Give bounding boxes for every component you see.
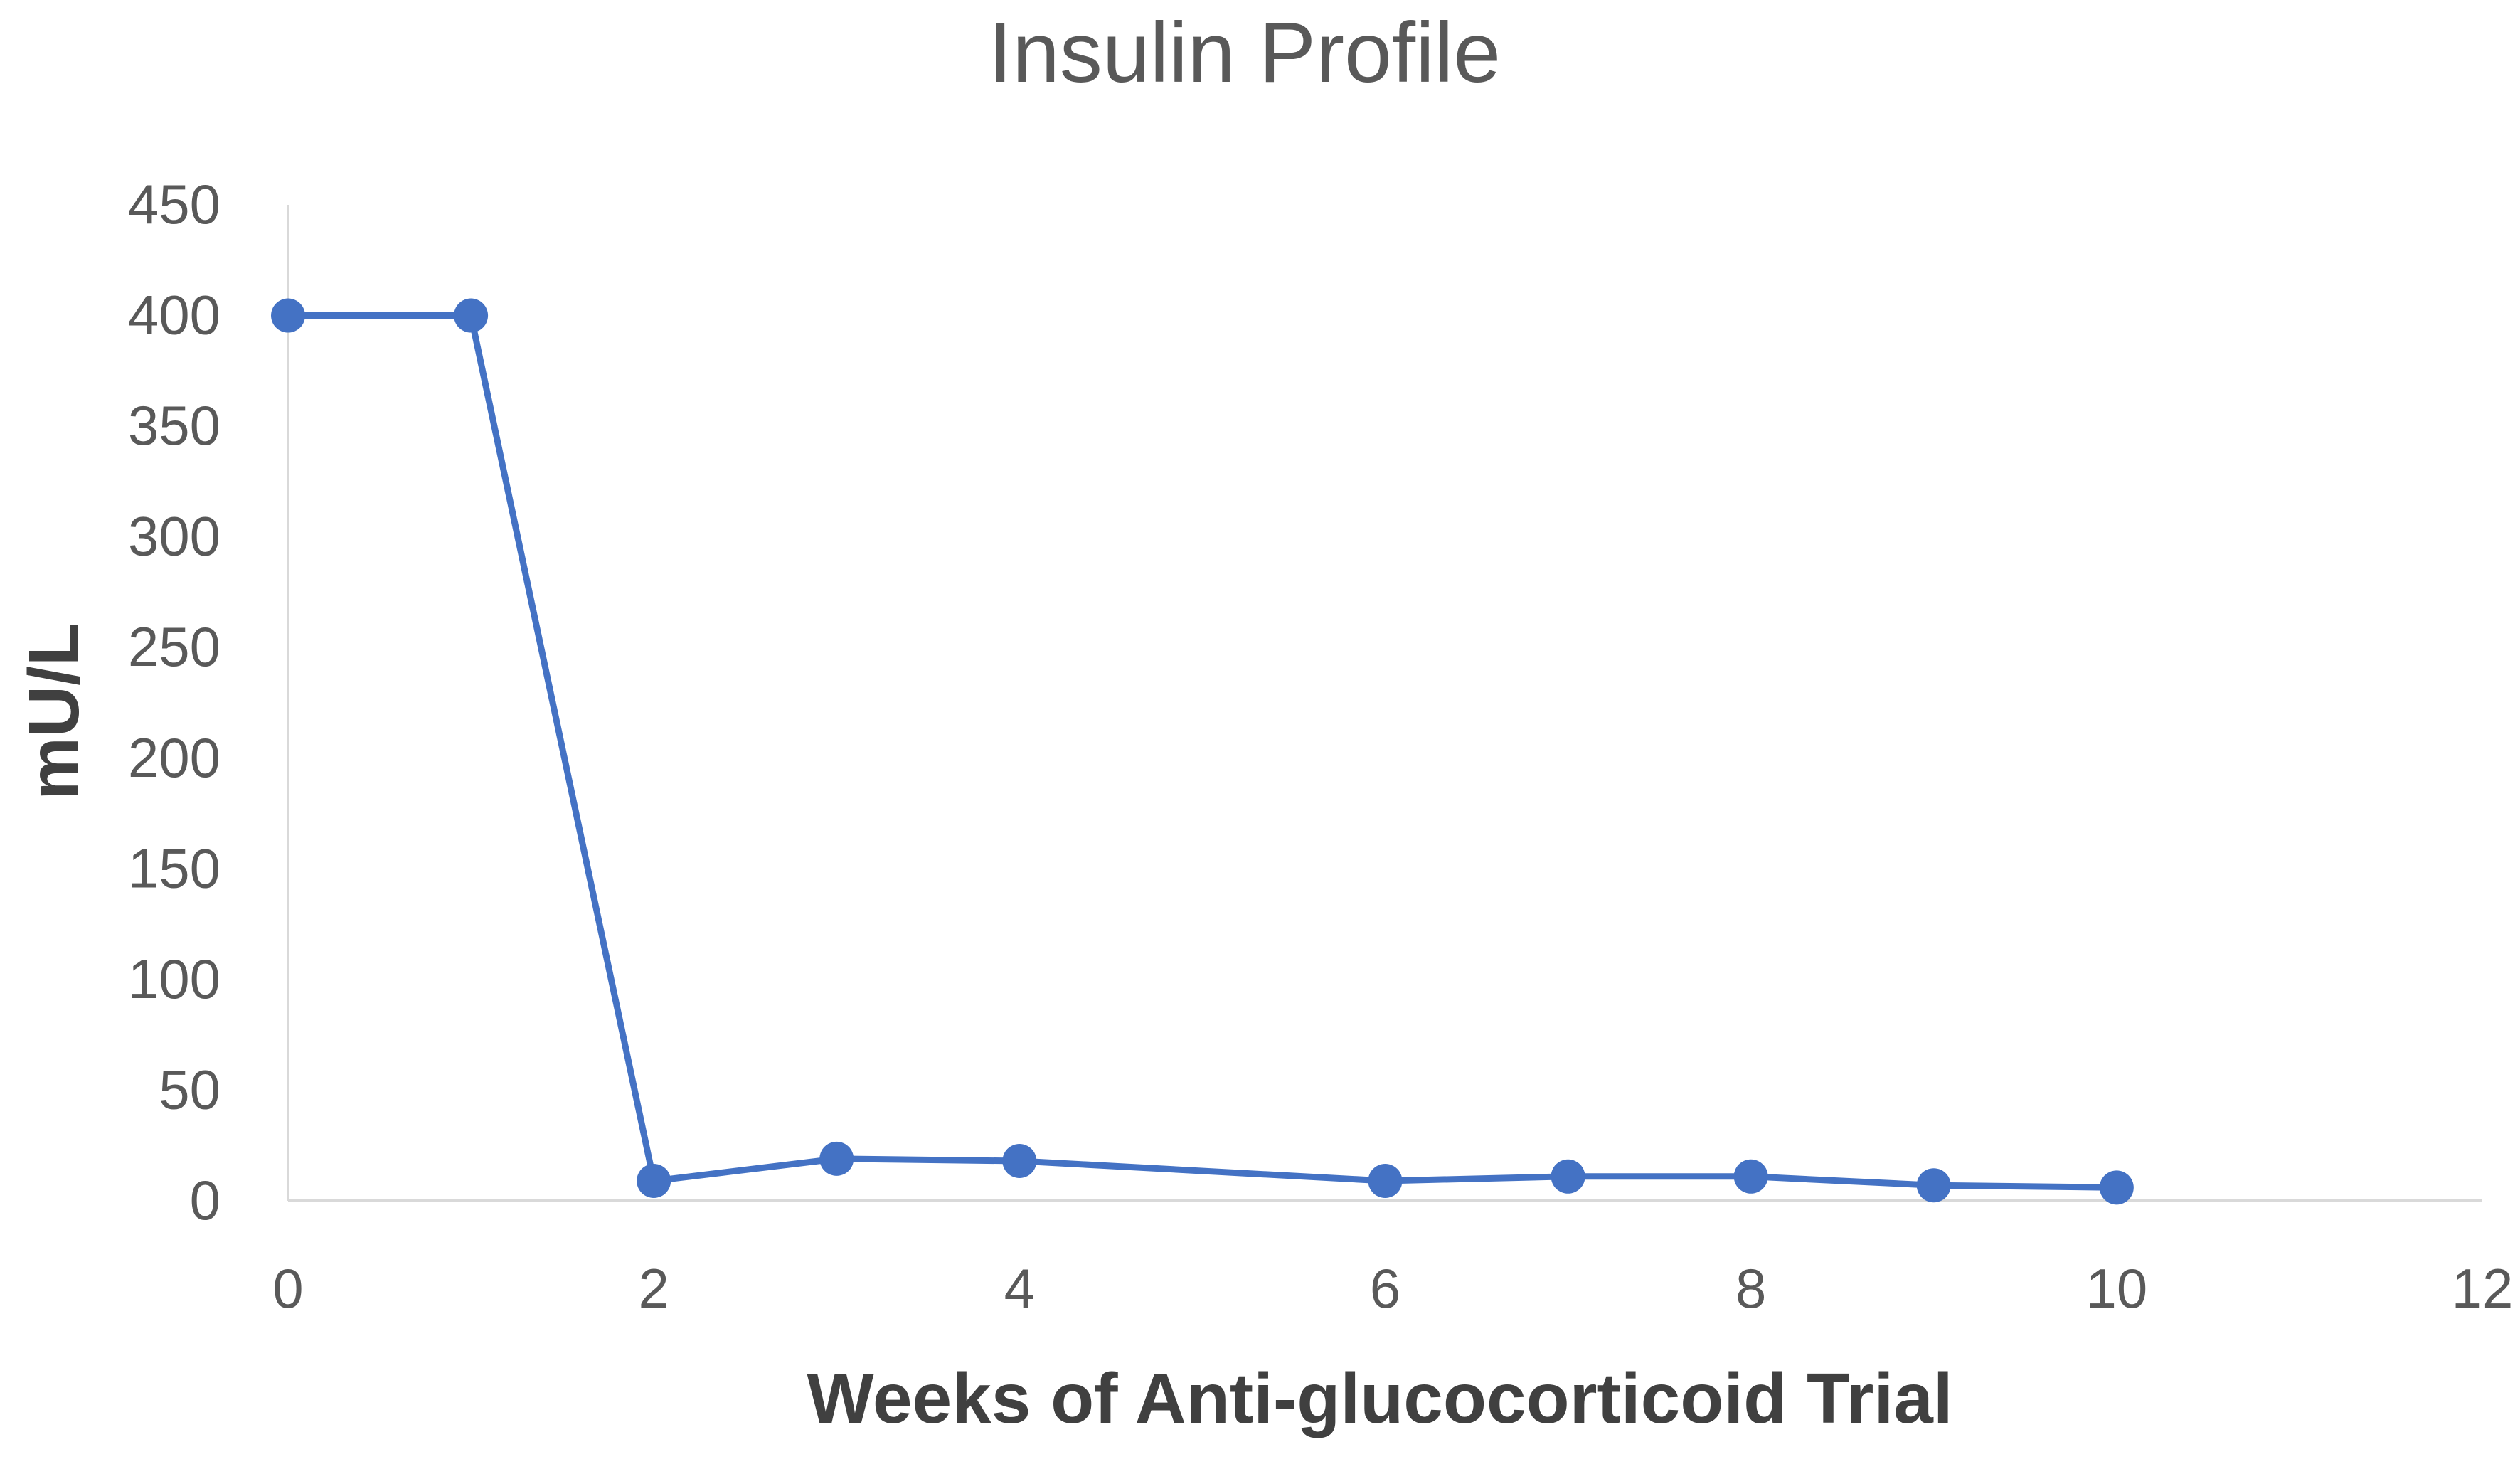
data-point — [819, 1141, 854, 1176]
y-tick-label: 250 — [128, 615, 220, 678]
x-tick-label: 12 — [2452, 1257, 2514, 1320]
data-point — [637, 1164, 671, 1198]
y-tick-label: 50 — [159, 1058, 220, 1120]
data-point — [1002, 1144, 1037, 1178]
data-point — [1916, 1168, 1951, 1203]
x-tick-label: 10 — [2085, 1257, 2147, 1320]
data-point — [1368, 1164, 1403, 1198]
y-tick-label: 0 — [190, 1169, 220, 1231]
x-tick-label: 6 — [1370, 1257, 1400, 1320]
y-tick-label: 450 — [128, 173, 220, 235]
x-tick-label: 8 — [1735, 1257, 1766, 1320]
chart-title: Insulin Profile — [989, 5, 1501, 100]
x-axis: 0 2 4 6 8 10 12 — [272, 1257, 2513, 1320]
data-point — [454, 298, 489, 333]
y-axis-title: mU/L — [14, 622, 94, 800]
data-point — [1551, 1159, 1585, 1194]
data-point — [2099, 1170, 2134, 1205]
y-tick-label: 100 — [128, 948, 220, 1010]
y-tick-label: 400 — [128, 284, 220, 346]
x-tick-label: 2 — [638, 1257, 669, 1320]
series-layer — [271, 298, 2134, 1205]
y-tick-label: 350 — [128, 394, 220, 457]
x-axis-title: Weeks of Anti-glucocorticoid Trial — [807, 1359, 1952, 1438]
series-line — [285, 312, 2120, 1191]
x-tick-label: 4 — [1004, 1257, 1035, 1320]
data-point — [1733, 1159, 1768, 1194]
y-tick-label: 200 — [128, 726, 220, 789]
y-axis: 0 50 100 150 200 250 300 350 400 450 — [128, 173, 220, 1231]
data-point — [271, 298, 305, 333]
y-tick-label: 300 — [128, 505, 220, 568]
y-tick-label: 150 — [128, 837, 220, 899]
x-tick-label: 0 — [272, 1257, 303, 1320]
